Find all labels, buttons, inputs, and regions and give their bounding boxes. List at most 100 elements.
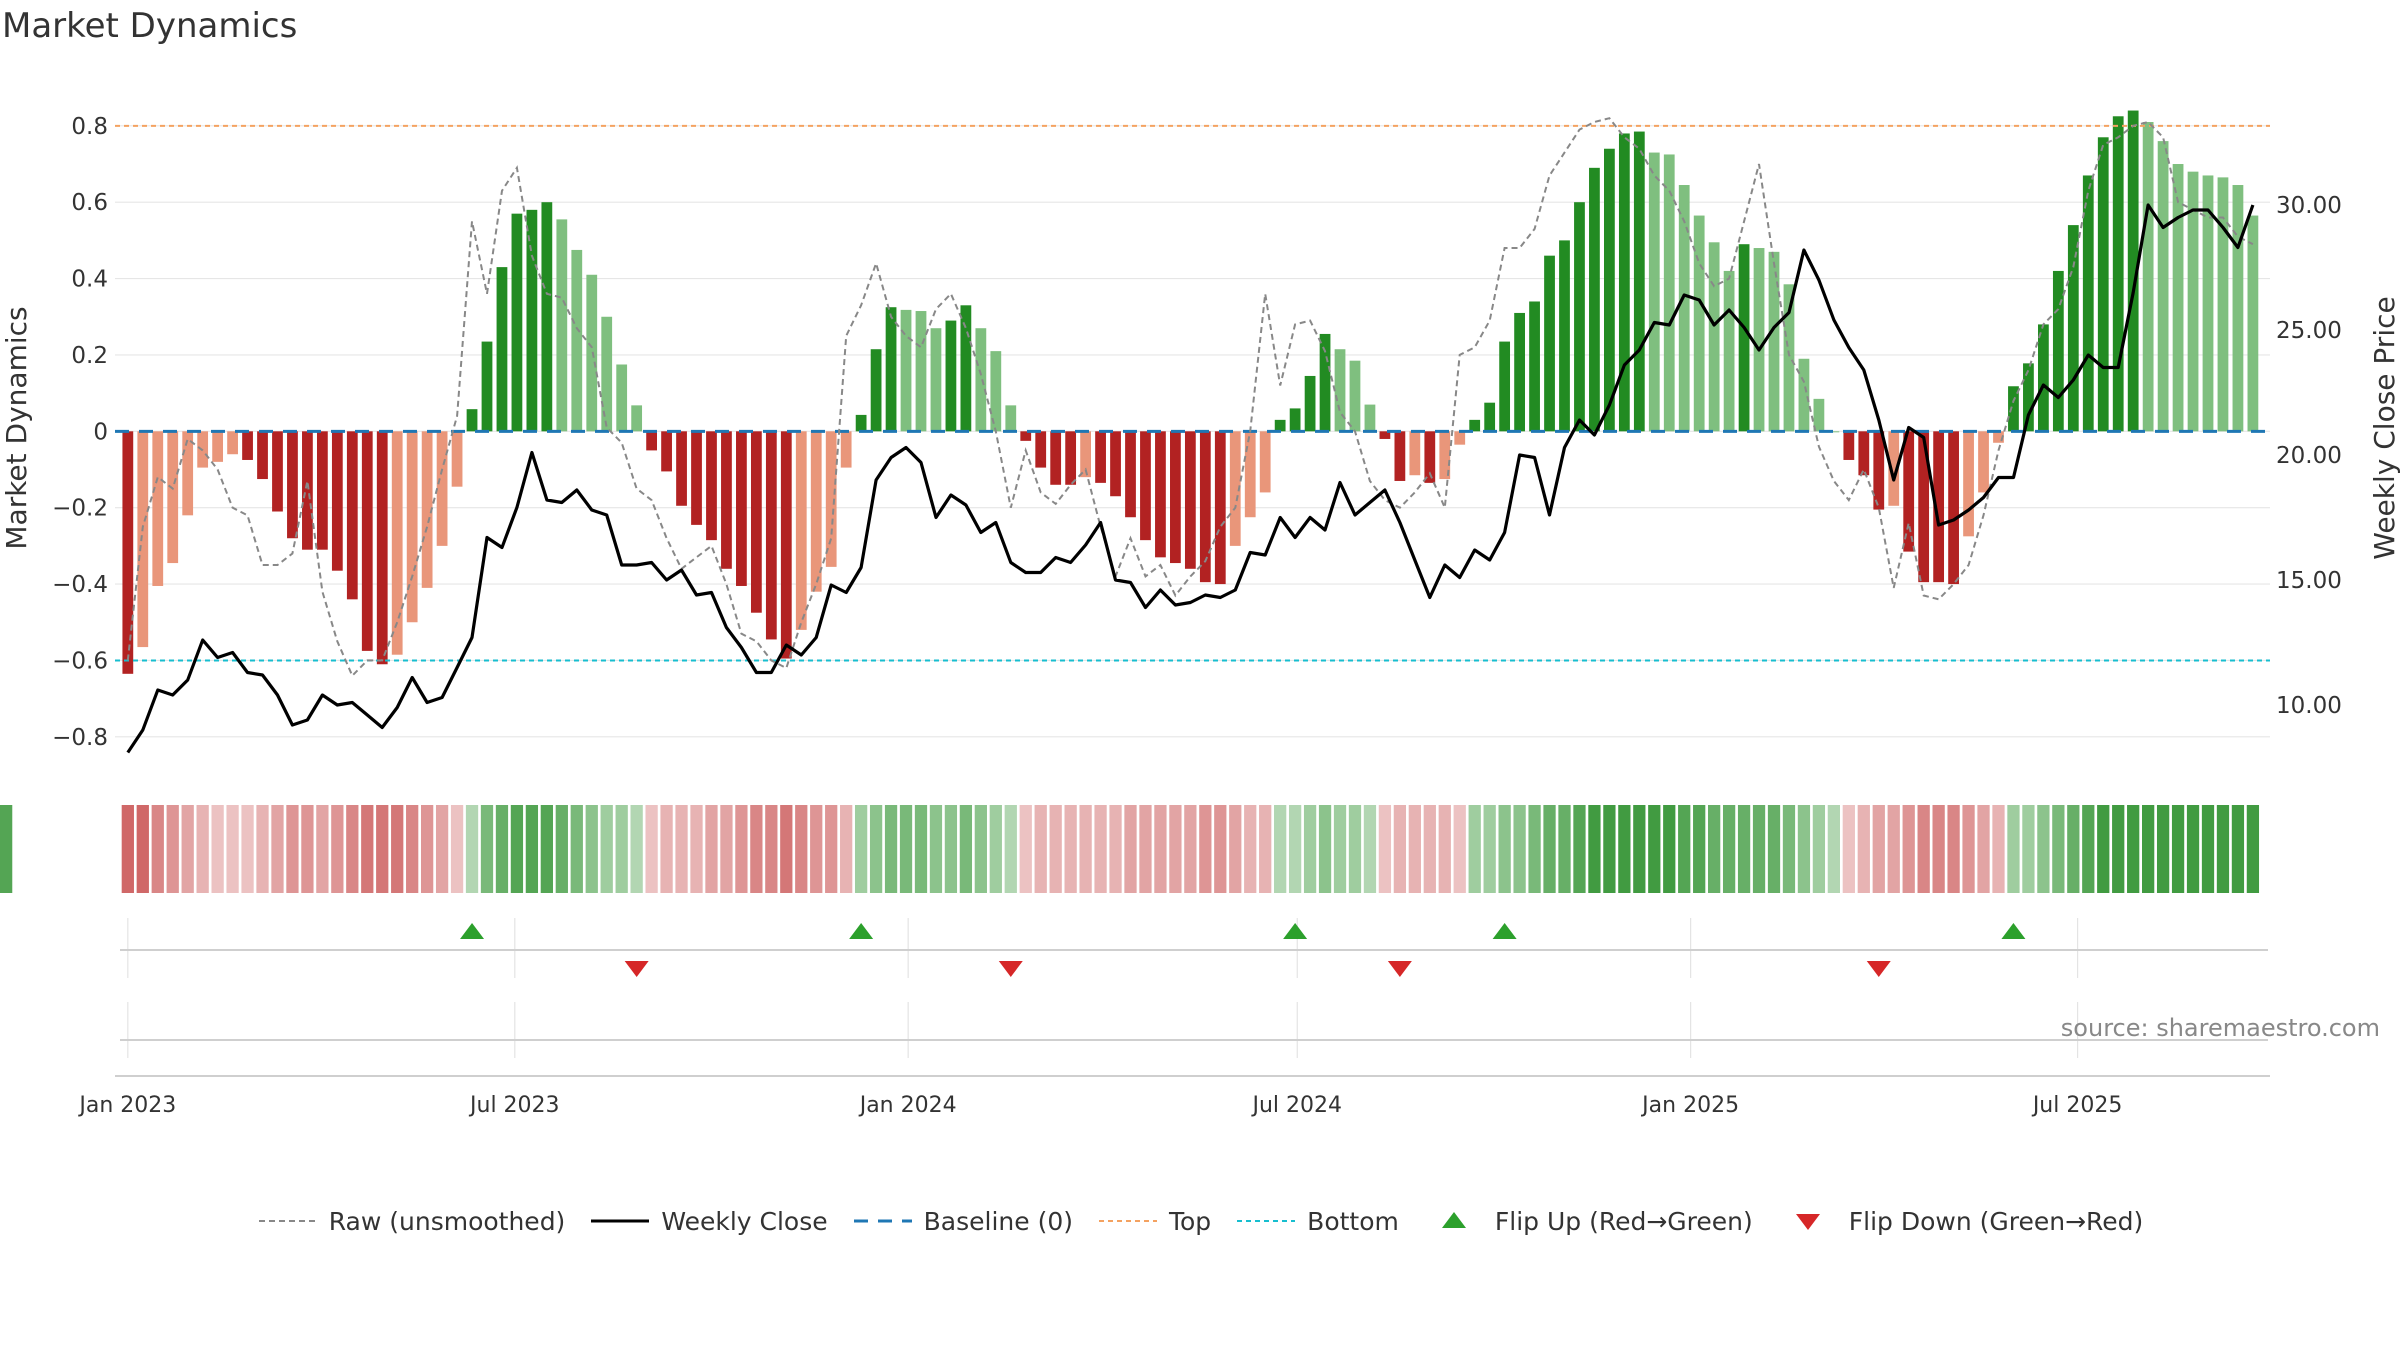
bar — [765, 431, 777, 640]
regime-strip-cell — [495, 805, 509, 893]
bar — [2067, 225, 2079, 432]
bar — [481, 341, 493, 432]
bar — [1110, 431, 1121, 497]
bar — [466, 409, 478, 432]
bar — [511, 213, 523, 432]
regime-strip-cell — [1678, 805, 1691, 893]
bar — [346, 431, 358, 600]
regime-strip-cell — [406, 805, 419, 893]
regime-strip-cell — [1872, 805, 1885, 893]
regime-strip-cell — [1333, 805, 1347, 893]
regime-strip-cell — [346, 805, 359, 893]
chart-title: Market Dynamics — [2, 6, 298, 46]
regime-strip-cell — [2201, 805, 2215, 893]
legend-label-top: Top — [1168, 1206, 1212, 1236]
y2-tick-label: 25.00 — [2276, 318, 2342, 344]
x-tick-label: Jan 2024 — [858, 1093, 957, 1118]
bar — [706, 431, 717, 541]
bar — [1753, 248, 1765, 432]
regime-strip-cell — [1917, 805, 1930, 893]
regime-strip-cell — [435, 805, 449, 893]
bar — [272, 431, 283, 512]
regime-strip-cell — [2156, 805, 2170, 893]
regime-strip-cell — [256, 805, 269, 893]
bar — [975, 328, 987, 432]
bar — [915, 311, 927, 432]
regime-strip-cell — [510, 805, 524, 893]
bar — [1828, 431, 1840, 433]
bar — [1484, 402, 1496, 432]
bar — [1214, 431, 1226, 585]
legend-flip-down-swatch — [1795, 1214, 1820, 1230]
bar — [2037, 324, 2049, 432]
regime-strip-cell — [1722, 805, 1736, 893]
bar — [451, 431, 463, 487]
regime-strip-cell — [391, 805, 404, 893]
bar — [1229, 431, 1241, 546]
regime-strip-cell — [1139, 805, 1152, 893]
bar — [661, 431, 672, 472]
regime-strip-cell — [1498, 805, 1511, 893]
bar — [1633, 131, 1645, 432]
bar — [1065, 431, 1077, 485]
bar — [361, 431, 373, 651]
bar — [2082, 175, 2094, 432]
bar — [257, 431, 268, 480]
bar — [676, 431, 687, 506]
regime-strip-cell — [899, 805, 913, 893]
regime-strip-cell — [675, 805, 688, 893]
regime-strip-cell — [1737, 805, 1751, 893]
regime-strip-cell — [1902, 805, 1915, 893]
regime-strip-cell — [750, 805, 763, 893]
regime-strip-cell — [2231, 805, 2245, 893]
bar — [1499, 341, 1511, 432]
bar — [316, 431, 328, 550]
bar — [840, 431, 852, 468]
bar — [1439, 431, 1451, 480]
bar — [1903, 431, 1915, 552]
regime-strip-cell — [2052, 805, 2065, 893]
regime-strip-cell — [1408, 805, 1421, 893]
bar — [2112, 116, 2124, 432]
bar — [586, 274, 598, 432]
legend-close-swatch — [591, 1219, 650, 1223]
bar — [2097, 137, 2109, 432]
bar — [1918, 431, 1930, 583]
regime-strip-cell — [1109, 805, 1122, 893]
bar — [1559, 240, 1570, 432]
source-credit: source: sharemaestro.com — [2060, 1014, 2380, 1042]
bar — [1170, 431, 1181, 564]
bar — [2232, 185, 2244, 432]
regime-strip-cell — [166, 805, 179, 893]
bar — [1768, 251, 1780, 432]
regime-strip-cell — [884, 805, 898, 893]
bar — [1933, 431, 1945, 583]
bar — [1379, 431, 1391, 439]
regime-strip-cell — [450, 805, 464, 893]
regime-strip-cell — [525, 805, 539, 893]
bar — [1005, 405, 1017, 432]
regime-strip-cell — [1558, 805, 1571, 893]
bar — [167, 431, 179, 564]
regime-strip-cell — [1588, 805, 1601, 893]
regime-strip-cell — [1124, 805, 1137, 893]
regime-strip-cell — [361, 805, 374, 893]
regime-strip-cell — [1752, 805, 1766, 893]
bar — [885, 307, 897, 432]
bar — [1798, 358, 1810, 432]
bar — [556, 219, 568, 432]
bar — [1574, 202, 1585, 432]
bar — [526, 209, 538, 432]
bar — [541, 202, 553, 432]
x-tick-label: Jul 2024 — [1250, 1093, 1342, 1118]
bar — [1469, 419, 1481, 432]
legend-label-flip-down: Flip Down (Green→Red) — [1848, 1206, 2144, 1236]
regime-strip-cell — [2127, 805, 2140, 893]
bar — [855, 414, 867, 432]
regime-strip-cell — [286, 805, 299, 893]
regime-strip-cell — [854, 805, 868, 893]
weekly-close-line — [126, 203, 2255, 754]
bar — [1963, 431, 1974, 537]
bar — [1184, 431, 1196, 569]
